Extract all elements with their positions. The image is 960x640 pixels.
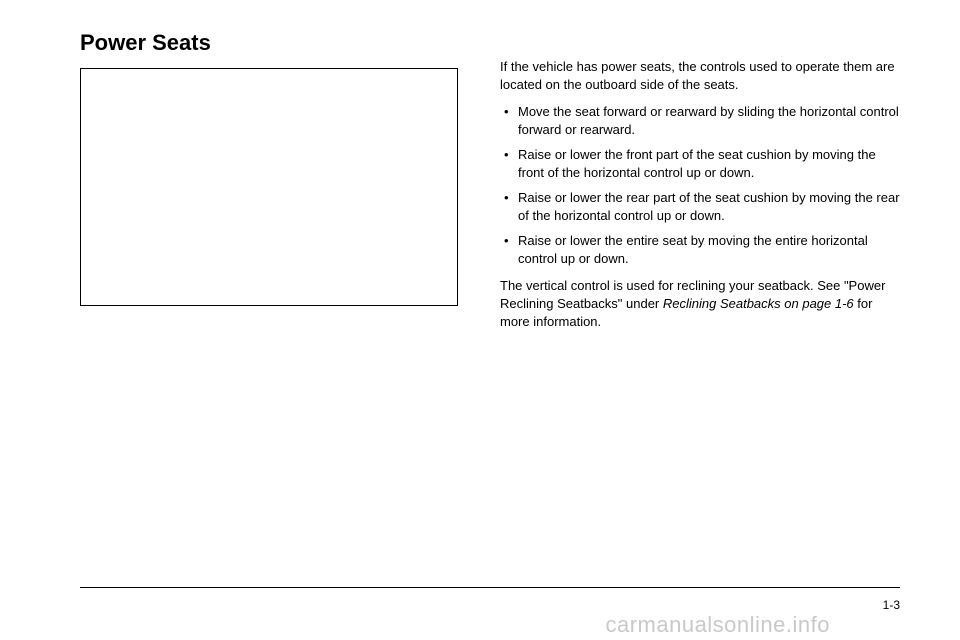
intro-paragraph: If the vehicle has power seats, the cont… (500, 58, 900, 93)
bullet-list: Move the seat forward or rearward by sli… (500, 103, 900, 267)
list-item: Raise or lower the entire seat by moving… (500, 232, 900, 267)
closing-italic: Reclining Seatbacks on page 1-6 (663, 296, 854, 311)
closing-paragraph: The vertical control is used for reclini… (500, 277, 900, 330)
list-item: Raise or lower the rear part of the seat… (500, 189, 900, 224)
watermark: carmanualsonline.info (605, 612, 830, 638)
list-item: Move the seat forward or rearward by sli… (500, 103, 900, 138)
left-column: Power Seats (80, 30, 460, 340)
footer-divider (80, 587, 900, 588)
section-heading: Power Seats (80, 30, 460, 56)
list-item: Raise or lower the front part of the sea… (500, 146, 900, 181)
right-column: If the vehicle has power seats, the cont… (500, 30, 900, 340)
image-placeholder (80, 68, 458, 306)
page-number: 1-3 (883, 598, 900, 612)
